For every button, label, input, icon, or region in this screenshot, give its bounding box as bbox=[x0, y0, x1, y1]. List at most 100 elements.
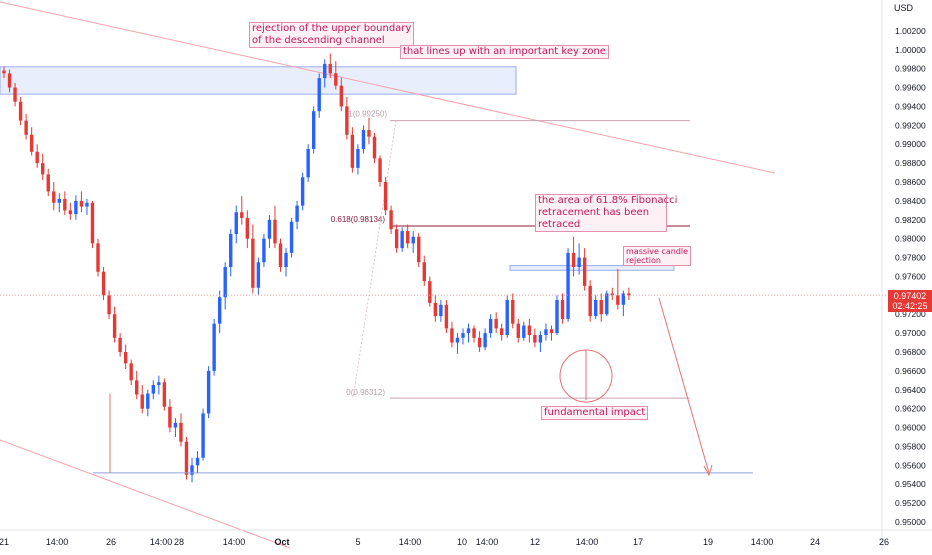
candle-body bbox=[151, 385, 156, 394]
candle-body bbox=[444, 304, 449, 329]
candle-body bbox=[123, 352, 128, 364]
candle-body bbox=[35, 151, 39, 164]
candle-body bbox=[13, 87, 17, 102]
candle-body bbox=[101, 271, 106, 296]
y-tick-label: 0.99000 bbox=[895, 139, 926, 149]
x-tick-label: 17 bbox=[633, 537, 643, 547]
projection-arrow-head bbox=[703, 464, 713, 477]
candle-body bbox=[411, 236, 415, 244]
y-tick-label: 0.96000 bbox=[895, 423, 926, 433]
small-zone-box bbox=[509, 265, 675, 271]
candle-body bbox=[494, 318, 498, 329]
x-tick-label: 14:00 bbox=[150, 537, 173, 547]
candle-body bbox=[527, 325, 532, 335]
y-tick-label: 0.98800 bbox=[895, 158, 926, 168]
candle-body bbox=[57, 199, 61, 203]
x-tick-label: 12 bbox=[530, 537, 540, 547]
y-tick-label: 0.99400 bbox=[895, 101, 926, 111]
candle-body bbox=[350, 134, 355, 168]
y-tick-label: 0.98200 bbox=[895, 215, 926, 225]
candle-body bbox=[245, 217, 250, 239]
y-tick-label: 0.95200 bbox=[895, 498, 926, 508]
fib-1-label: 1(0.99250) bbox=[348, 110, 387, 119]
x-tick-label: 14:00 bbox=[46, 537, 69, 547]
candle-body bbox=[190, 465, 194, 475]
candle-body bbox=[477, 337, 482, 348]
y-tick-label: 0.96400 bbox=[895, 385, 926, 395]
candle-body bbox=[621, 293, 626, 305]
candle-body bbox=[278, 243, 283, 267]
candle-body bbox=[472, 328, 476, 338]
candle-body bbox=[400, 231, 404, 249]
candle-body bbox=[223, 267, 227, 298]
candle-body bbox=[361, 130, 366, 149]
candle-body bbox=[7, 73, 12, 88]
candle-body bbox=[588, 285, 592, 317]
y-tick-label: 0.95600 bbox=[895, 460, 926, 470]
candle-body bbox=[555, 300, 559, 334]
y-tick-label: 0.97000 bbox=[895, 328, 926, 338]
candle-body bbox=[610, 293, 614, 296]
fundamental-annotation: fundamental impact bbox=[541, 406, 649, 420]
fib-trend-line bbox=[352, 120, 397, 399]
upper-rejection-line-1: rejection of the upper boundary bbox=[252, 23, 412, 34]
candle-body bbox=[112, 314, 117, 338]
candle-body bbox=[85, 202, 89, 207]
candle-body bbox=[345, 106, 349, 135]
candle-body bbox=[461, 333, 465, 338]
candle-rejection-line-2: rejection bbox=[626, 256, 661, 265]
candle-rejection-annotation: massive candle rejection bbox=[623, 246, 692, 266]
candle-body bbox=[549, 329, 554, 334]
candle-body bbox=[234, 212, 238, 234]
y-tick-label: 0.97600 bbox=[895, 271, 926, 281]
candle-body bbox=[394, 229, 399, 249]
x-tick-label: 14:00 bbox=[476, 537, 499, 547]
candle-body bbox=[538, 335, 543, 343]
y-tick-label: 0.98400 bbox=[895, 196, 926, 206]
x-tick-label: 14:00 bbox=[399, 537, 422, 547]
candle-body bbox=[544, 329, 548, 335]
candle-body bbox=[90, 202, 95, 244]
y-tick-label: 0.96800 bbox=[895, 347, 926, 357]
key-zone-box bbox=[0, 66, 517, 95]
x-tick-label: 21 bbox=[0, 537, 9, 547]
x-tick-label: 10 bbox=[457, 537, 467, 547]
fib-0-label: 0(0.96312) bbox=[346, 388, 385, 397]
candle-body bbox=[594, 300, 598, 317]
candle-body bbox=[334, 73, 338, 86]
zones-layer bbox=[0, 66, 675, 271]
x-tick-label: 14:00 bbox=[751, 537, 774, 547]
candle-body bbox=[96, 243, 100, 272]
candle-body bbox=[511, 300, 515, 324]
y-tick-label: 0.98000 bbox=[895, 234, 926, 244]
candle-body bbox=[605, 293, 609, 315]
candle-body bbox=[328, 63, 332, 74]
candle-body bbox=[516, 323, 520, 338]
y-tick-label: 1.00000 bbox=[895, 45, 926, 55]
candle-body bbox=[560, 300, 565, 319]
x-tick-label: Oct bbox=[274, 537, 289, 547]
candle-body bbox=[18, 101, 23, 121]
candle-body bbox=[311, 111, 316, 149]
y-tick-label: 0.98600 bbox=[895, 177, 926, 187]
x-tick-label: 14:00 bbox=[223, 537, 246, 547]
candle-rejection-line-1: massive candle bbox=[626, 247, 689, 256]
candle-body bbox=[240, 212, 244, 218]
candle-body bbox=[284, 252, 288, 267]
candle-body bbox=[306, 148, 310, 178]
candle-body bbox=[522, 325, 526, 338]
candle-body bbox=[439, 304, 443, 317]
y-tick-label: 1.00200 bbox=[895, 26, 926, 36]
candle-body bbox=[212, 323, 216, 371]
candle-body bbox=[289, 221, 294, 253]
candle-body bbox=[450, 328, 454, 343]
channel-upper-line bbox=[0, 1, 776, 174]
candle-body bbox=[356, 148, 360, 168]
candle-body bbox=[317, 78, 321, 112]
x-tick-label: 19 bbox=[703, 537, 713, 547]
candle-body bbox=[378, 158, 382, 182]
candle-body bbox=[201, 413, 205, 458]
